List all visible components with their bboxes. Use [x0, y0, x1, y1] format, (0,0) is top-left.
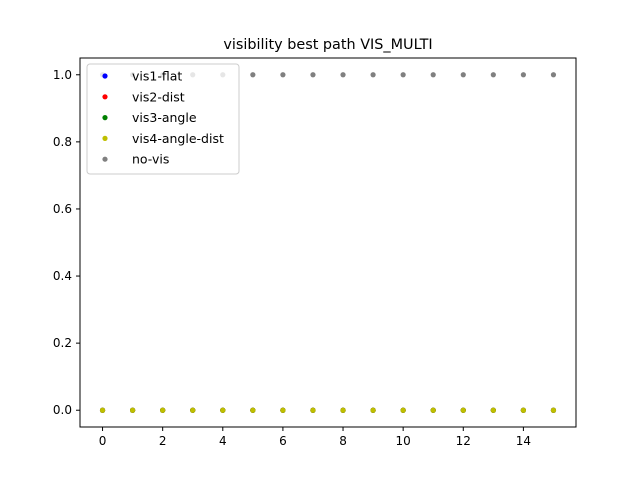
legend-marker-vis4-angle-dist: [102, 135, 108, 141]
data-point-no-vis: [250, 72, 256, 78]
data-point-no-vis: [430, 72, 436, 78]
data-point-vis4-angle-dist: [370, 407, 376, 413]
y-tick-label: 0.2: [53, 336, 72, 350]
data-point-vis4-angle-dist: [430, 407, 436, 413]
plot-frame: [79, 57, 577, 428]
data-point-no-vis: [310, 72, 316, 78]
data-point-vis4-angle-dist: [490, 407, 496, 413]
data-point-vis4-angle-dist: [520, 407, 526, 413]
x-tick-label: 14: [516, 434, 531, 448]
data-point-vis4-angle-dist: [340, 407, 346, 413]
x-tick-label: 2: [159, 434, 167, 448]
legend-label: vis1-flat: [132, 69, 182, 84]
data-point-no-vis: [460, 72, 466, 78]
x-tick-label: 10: [396, 434, 411, 448]
legend-label: vis2-dist: [132, 89, 185, 104]
data-point-no-vis: [490, 72, 496, 78]
y-tick-label: 0.6: [53, 202, 72, 216]
data-point-vis4-angle-dist: [400, 407, 406, 413]
data-point-vis4-angle-dist: [160, 407, 166, 413]
data-point-vis4-angle-dist: [190, 407, 196, 413]
legend-box: [86, 63, 240, 175]
data-point-vis4-angle-dist: [280, 407, 286, 413]
x-tick-label: 4: [219, 434, 227, 448]
data-point-vis4-angle-dist: [250, 407, 256, 413]
legend-marker-no-vis: [102, 156, 108, 162]
data-point-no-vis: [340, 72, 346, 78]
data-point-no-vis: [370, 72, 376, 78]
legend-label: no-vis: [132, 152, 169, 167]
legend-label: vis3-angle: [132, 110, 197, 125]
data-point-no-vis: [400, 72, 406, 78]
data-point-vis4-angle-dist: [220, 407, 226, 413]
legend-marker-vis3-angle: [102, 115, 108, 121]
data-point-vis4-angle-dist: [310, 407, 316, 413]
data-point-vis4-angle-dist: [460, 407, 466, 413]
x-tick-label: 6: [279, 434, 287, 448]
data-point-no-vis: [280, 72, 286, 78]
x-tick-label: 8: [339, 434, 347, 448]
legend-marker-vis2-dist: [102, 94, 108, 100]
data-point-no-vis: [520, 72, 526, 78]
x-tick-label: 12: [456, 434, 471, 448]
legend-label: vis4-angle-dist: [132, 131, 224, 146]
y-tick-label: 0.0: [53, 403, 72, 417]
legend: vis1-flat vis2-dist vis3-angle vis4-angle-d…: [86, 63, 240, 175]
y-tick-label: 1.0: [53, 68, 72, 82]
y-tick-label: 0.8: [53, 135, 72, 149]
y-tick-label: 0.4: [53, 269, 72, 283]
data-point-no-vis: [550, 72, 557, 78]
legend-marker-vis1-flat: [102, 73, 108, 79]
data-point-vis4-angle-dist: [130, 407, 136, 413]
data-point-vis4-angle-dist: [550, 407, 557, 413]
data-point-vis4-angle-dist: [99, 407, 106, 413]
chart-title: visibility best path VIS_MULTI: [223, 37, 432, 53]
x-tick-label: 0: [99, 434, 107, 448]
